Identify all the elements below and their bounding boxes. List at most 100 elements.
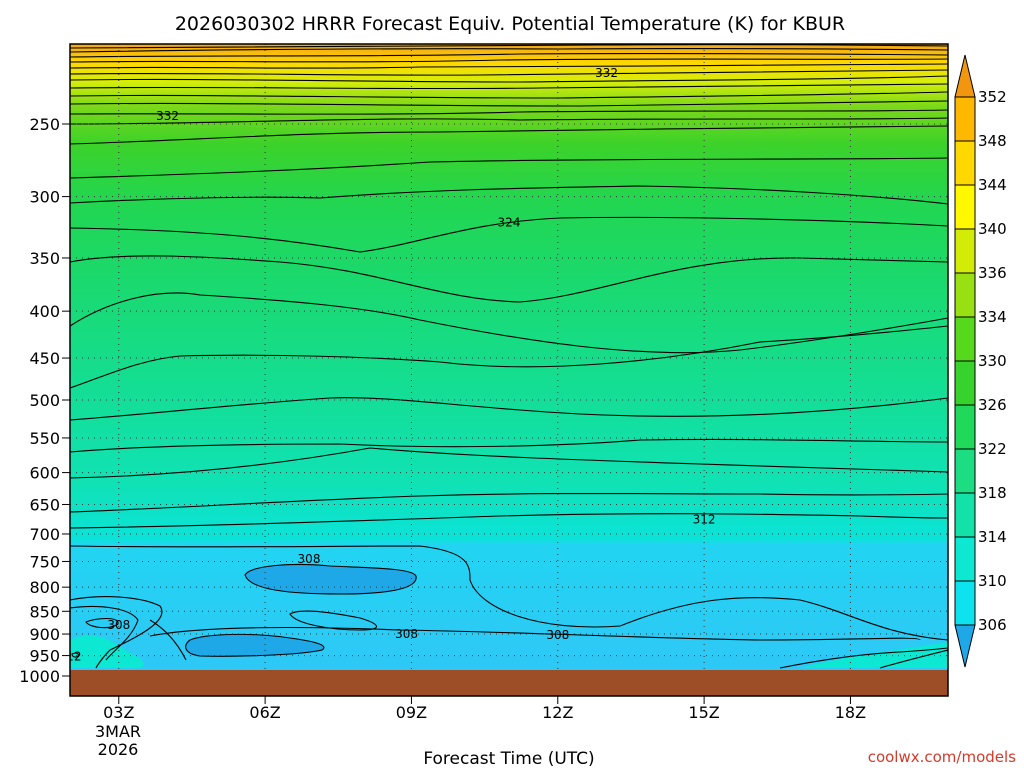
y-tick-label: 300 [29, 188, 60, 207]
y-tick-label: 600 [29, 464, 60, 483]
contour-label: 348 [224, 0, 247, 7]
contour-label: 308 [546, 628, 569, 642]
colorbar-tick-label: 318 [978, 484, 1007, 502]
y-tick-label: 900 [29, 625, 60, 644]
contour-line [70, 69, 948, 76]
contour-line [779, 647, 948, 669]
contour-line [149, 619, 187, 661]
contour-line [71, 652, 80, 658]
x-axis-title: Forecast Time (UTC) [423, 749, 594, 768]
contour-line [70, 63, 948, 69]
colorbar-segment [955, 405, 975, 450]
credit-text: coolwx.com/models [868, 748, 1016, 766]
chart-title: 2026030302 HRRR Forecast Equiv. Potentia… [175, 13, 845, 35]
colorbar-segment [955, 97, 975, 142]
colorbar-segment [955, 537, 975, 582]
y-tick-label: 350 [29, 249, 60, 268]
colorbar-segment [955, 185, 975, 230]
contour-line [70, 125, 948, 145]
colorbar-tick-label: 326 [978, 396, 1007, 414]
contour-line [70, 83, 948, 90]
contour-label: 324 [498, 215, 521, 229]
colorbar-tick-label: 348 [978, 132, 1007, 150]
colorbar-tick-label: 344 [978, 176, 1007, 194]
contour-line [70, 513, 948, 529]
contour-line [70, 605, 139, 661]
contour-label: 308 [395, 627, 418, 641]
below-ground [70, 670, 948, 696]
colorbar-tick-label: 336 [978, 264, 1007, 282]
colorbar-tick-label: 340 [978, 220, 1007, 238]
colorbar-tick-label: 322 [978, 440, 1007, 458]
y-tick-label: 250 [29, 115, 60, 134]
colorbar-segment [955, 449, 975, 494]
y-tick-label: 750 [29, 552, 60, 571]
y-tick-label: 650 [29, 496, 60, 515]
colorbar-over-arrow [954, 54, 976, 98]
contour-label: 308 [298, 552, 321, 566]
y-tick-label: 400 [29, 302, 60, 321]
contour-line [70, 216, 948, 253]
contour-line [70, 48, 948, 53]
plot-frame [69, 43, 949, 697]
warm-pocket-right [800, 642, 948, 668]
contour-line [70, 438, 948, 453]
contour-label: 332 [156, 109, 179, 123]
x-tick-label: 09Z [396, 703, 427, 722]
contour-line [70, 255, 948, 303]
x-date-label-day: 3MAR [95, 722, 141, 741]
x-tick-label: 06Z [249, 703, 280, 722]
colorbar-tick-label: 330 [978, 352, 1007, 370]
x-tick-label: 18Z [835, 703, 866, 722]
cold-pocket-upper [245, 564, 417, 594]
colorbar-segment [955, 581, 975, 626]
x-axis: 03Z 06Z 09Z 12Z 15Z 18Z [103, 696, 866, 722]
colorbar-segment [955, 141, 975, 186]
y-tick-label: 950 [29, 647, 60, 666]
contour-line [244, 563, 417, 595]
contour-label: 332 [595, 66, 618, 80]
colorbar-segment [955, 229, 975, 274]
y-tick-label: 450 [29, 349, 60, 368]
contour-label: 312 [693, 513, 716, 527]
contour-line [70, 117, 948, 125]
x-tick-label: 03Z [103, 703, 134, 722]
contour-line [85, 617, 119, 629]
x-tick-label: 15Z [688, 703, 719, 722]
contour-lines [70, 44, 948, 669]
field-background [70, 44, 948, 696]
warm-pocket-left [70, 635, 145, 668]
contour-line [70, 545, 948, 641]
grid-lines [70, 44, 948, 696]
y-tick-label: 700 [29, 525, 60, 544]
contour-line [70, 100, 948, 107]
y-tick-label: 500 [29, 391, 60, 410]
colorbar-tick-label: 334 [978, 308, 1007, 326]
colorbar-tick-label: 310 [978, 572, 1007, 590]
contour-line [70, 53, 948, 58]
contour-labels: 3483443403443403363363323323243123083083… [70, 0, 716, 663]
contour-line [879, 649, 948, 669]
colorbar-segment [955, 361, 975, 406]
contour-line [149, 626, 921, 641]
contour-label-bg [222, 0, 249, 6]
colorbar-segment [955, 273, 975, 318]
colorbar-segment [955, 317, 975, 362]
contour-line [70, 447, 948, 479]
y-tick-label: 1000 [19, 667, 60, 686]
x-tick-label: 12Z [542, 703, 573, 722]
contour-line [70, 58, 948, 63]
contour-line [70, 91, 948, 99]
colorbar-under-arrow [954, 624, 976, 668]
y-tick-label: 850 [29, 602, 60, 621]
colorbar: 306 310 314 318 322 326 330 334 336 340 344 348 352 [954, 54, 1007, 668]
contour-line [70, 492, 948, 513]
y-axis: 250 300 350 400 450 500 550 600 650 700 750 800 850 9… [19, 115, 70, 686]
colorbar-segment [955, 493, 975, 538]
cold-pocket-lower [185, 634, 324, 657]
plot-area: 3483443403443403363363323323243123083083… [70, 0, 948, 696]
contour-line [70, 157, 948, 179]
y-tick-label: 550 [29, 429, 60, 448]
contour-line [70, 109, 948, 115]
